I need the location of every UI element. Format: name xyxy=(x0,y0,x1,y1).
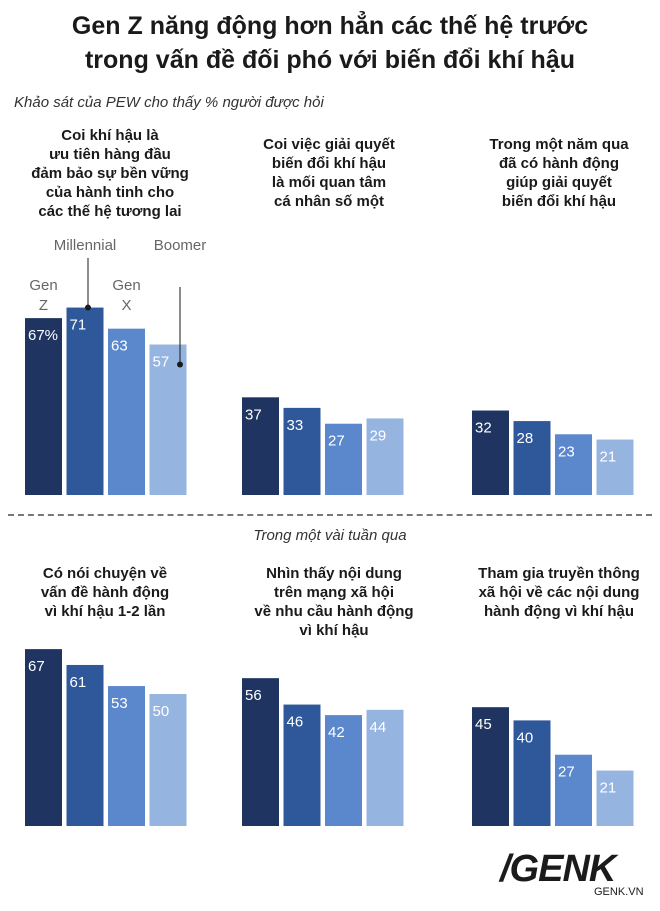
bar-p4-4 xyxy=(149,694,187,826)
bar-p3-3 xyxy=(555,434,592,495)
bar-p3-4 xyxy=(596,439,634,495)
gen-z-label-1: Gen xyxy=(29,277,57,294)
section-divider xyxy=(8,514,652,516)
panel-title-6: Tham gia truyền thông xã hội về các nội … xyxy=(478,565,640,620)
bar-label-p6-4: 21 xyxy=(600,780,617,797)
bar-p1-3 xyxy=(108,328,145,495)
bar-label-p3-2: 28 xyxy=(517,430,534,447)
bar-label-p2-2: 33 xyxy=(287,417,304,434)
bar-p1-4 xyxy=(149,344,187,495)
title-line-1: Gen Z năng động hơn hẳn các thế hệ trước xyxy=(71,12,589,40)
boomer-label: Boomer xyxy=(154,237,207,254)
bar-label-p3-1: 32 xyxy=(475,420,492,437)
bar-label-p1-4: 57 xyxy=(153,354,170,371)
bar-label-p1-2: 71 xyxy=(70,317,87,334)
section-subtitle: Trong một vài tuần qua xyxy=(253,527,407,544)
bar-p5-4 xyxy=(366,709,404,826)
bar-p5-2 xyxy=(283,704,321,826)
bar-p6-4 xyxy=(596,770,634,826)
bar-p5-1 xyxy=(242,678,279,826)
bar-p3-2 xyxy=(513,421,551,495)
bar-label-p3-3: 23 xyxy=(558,443,575,460)
bar-label-p4-3: 53 xyxy=(111,695,128,712)
genk-site: GENK.VN xyxy=(594,886,644,898)
panel-title-5: Nhìn thấy nội dung trên mạng xã hội về n… xyxy=(254,565,414,639)
bar-label-p4-2: 61 xyxy=(70,674,87,691)
panel-title-2: Coi việc giải quyết biến đổi khí hậu là … xyxy=(263,136,395,210)
panel-title-1: Coi khí hậu là ưu tiên hàng đầu đảm bảo … xyxy=(31,127,189,220)
gen-x-label-2: X xyxy=(121,297,131,314)
bar-label-p4-4: 50 xyxy=(153,703,170,720)
bar-label-p5-4: 44 xyxy=(370,719,387,736)
bar-label-p6-1: 45 xyxy=(475,716,492,733)
bar-label-p6-2: 40 xyxy=(517,729,534,746)
bar-label-p5-2: 46 xyxy=(287,714,304,731)
bar-label-p4-1: 67 xyxy=(28,658,45,675)
bar-p3-1 xyxy=(472,410,509,495)
gen-z-label-2: Z xyxy=(39,297,48,314)
bar-p1-1 xyxy=(25,318,62,495)
bar-p4-2 xyxy=(66,664,104,826)
bar-p6-3 xyxy=(555,754,592,826)
boomer-leader-dot xyxy=(177,361,183,368)
bar-label-p1-1: 67% xyxy=(28,327,58,344)
bar-p5-3 xyxy=(325,715,362,826)
millennial-leader-dot xyxy=(85,304,91,311)
bar-p1-2 xyxy=(66,307,104,495)
bar-label-p5-1: 56 xyxy=(245,687,262,704)
bar-p4-1 xyxy=(25,649,62,826)
bar-p2-3 xyxy=(325,423,362,495)
bar-p6-1 xyxy=(472,707,509,826)
subtitle: Khảo sát của PEW cho thấy % người được h… xyxy=(14,94,324,111)
bar-label-p6-3: 27 xyxy=(558,764,575,781)
gen-x-label-1: Gen xyxy=(112,277,140,294)
bar-p2-2 xyxy=(283,407,321,495)
bar-p4-3 xyxy=(108,686,145,826)
bar-label-p1-3: 63 xyxy=(111,338,128,355)
bar-label-p2-4: 29 xyxy=(370,427,387,444)
title-line-2: trong vấn đề đối phó với biến đổi khí hậ… xyxy=(84,46,575,74)
millennial-label: Millennial xyxy=(54,237,117,254)
bar-p2-1 xyxy=(242,397,279,495)
bar-label-p3-4: 21 xyxy=(600,449,617,466)
genk-logo: /GENK xyxy=(500,848,616,890)
bar-label-p2-1: 37 xyxy=(245,406,262,423)
panel-title-4: Có nói chuyện về vấn đề hành động vì khí… xyxy=(40,565,170,620)
bar-label-p2-3: 27 xyxy=(328,433,345,450)
bar-p2-4 xyxy=(366,418,404,495)
bar-label-p5-3: 42 xyxy=(328,724,345,741)
panel-title-3: Trong một năm qua đã có hành động giúp g… xyxy=(489,136,629,210)
bar-p6-2 xyxy=(513,720,551,826)
